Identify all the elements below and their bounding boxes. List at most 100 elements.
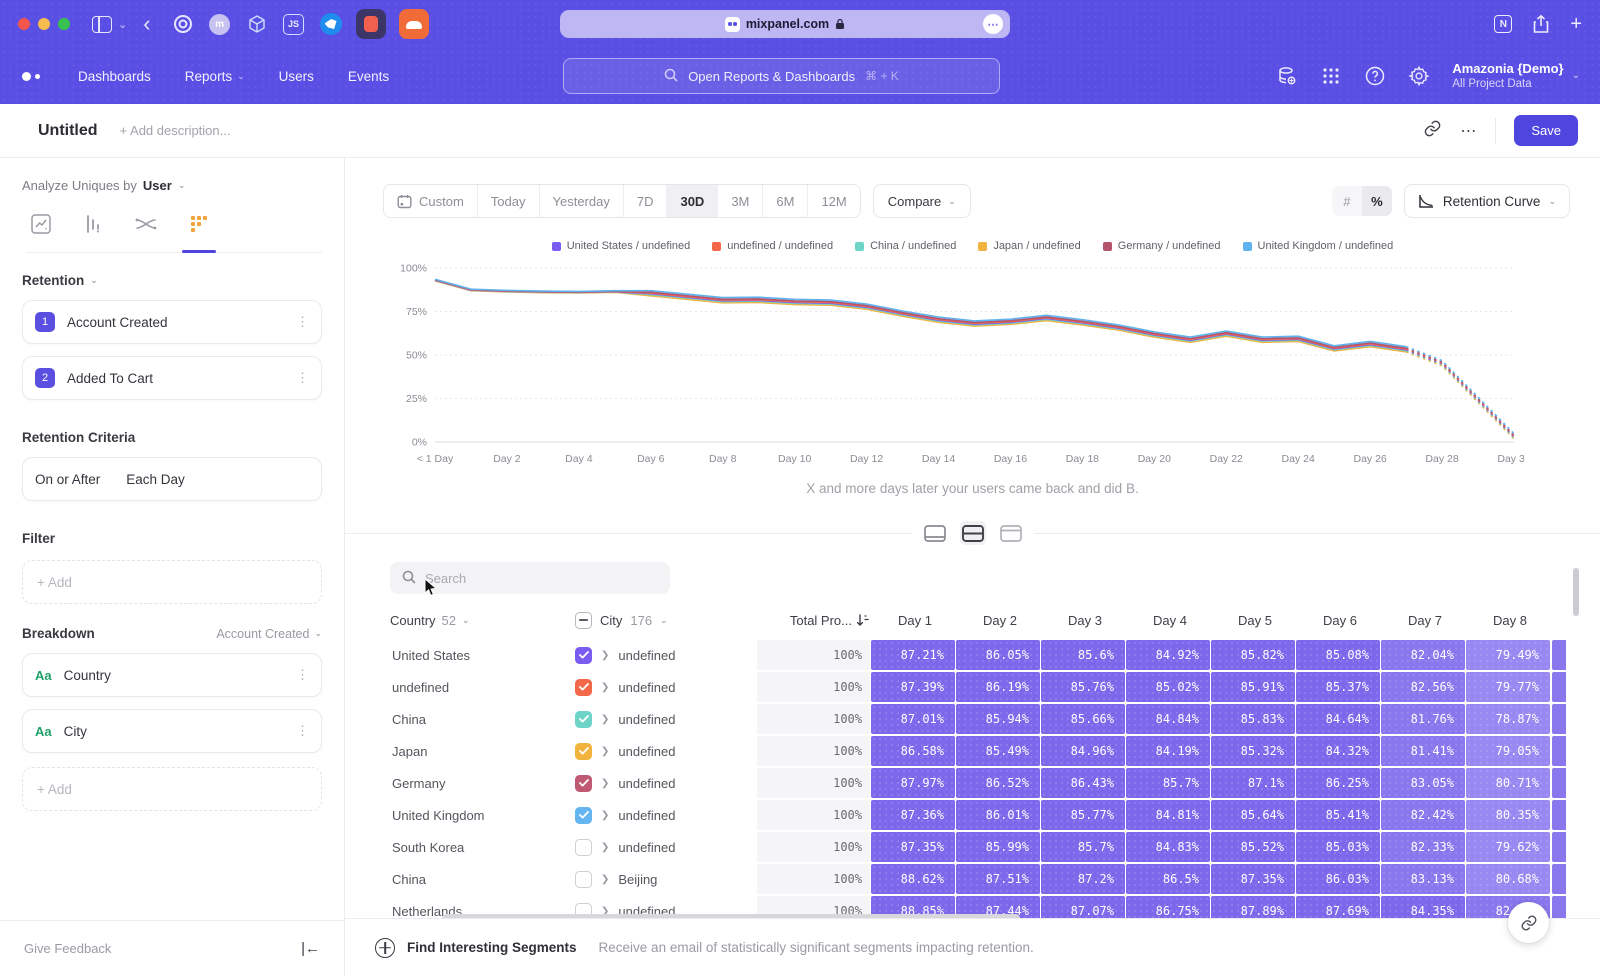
project-switcher[interactable]: Amazonia {Demo} All Project Data ⌄ xyxy=(1452,61,1580,92)
retention-value-cell[interactable]: 84.81% xyxy=(1126,800,1210,830)
retention-value-cell[interactable]: 84.96% xyxy=(1041,736,1125,766)
report-title[interactable]: Untitled xyxy=(38,122,98,140)
kebab-menu-icon[interactable]: ⋮ xyxy=(296,670,309,680)
retention-value-cell[interactable]: 86.52% xyxy=(956,768,1040,798)
retention-value-cell[interactable]: 86.75% xyxy=(1126,896,1210,918)
retention-value-cell[interactable]: 85.64% xyxy=(1211,800,1295,830)
retention-value-cell[interactable]: 85.99% xyxy=(956,832,1040,862)
retention-value-cell[interactable]: 87.1% xyxy=(1211,768,1295,798)
retention-value-cell[interactable]: 84.92% xyxy=(1126,640,1210,670)
retention-step-1[interactable]: 1 Account Created ⋮ xyxy=(22,300,322,344)
save-button[interactable]: Save xyxy=(1514,115,1578,146)
row-checkbox[interactable] xyxy=(575,871,592,888)
retention-value-cell[interactable]: 85.6% xyxy=(1041,640,1125,670)
tab-funnels[interactable] xyxy=(78,207,108,252)
retention-value-cell[interactable]: 86.5% xyxy=(1126,864,1210,894)
retention-value-cell[interactable]: 83.05% xyxy=(1381,768,1465,798)
browser-sidebar-icon[interactable] xyxy=(92,16,112,33)
retention-value-cell[interactable]: 85.03% xyxy=(1296,832,1380,862)
share-icon[interactable] xyxy=(1532,14,1550,34)
analyze-value-dropdown[interactable]: User xyxy=(143,178,172,193)
row-checkbox[interactable] xyxy=(575,679,592,696)
retention-value-cell[interactable]: 85.66% xyxy=(1041,704,1125,734)
retention-value-cell[interactable]: 87.51% xyxy=(956,864,1040,894)
retention-value-cell[interactable]: 79.62% xyxy=(1466,832,1550,862)
retention-value-cell[interactable]: 86.05% xyxy=(956,640,1040,670)
expand-row-icon[interactable]: ❯ xyxy=(601,842,609,853)
legend-item[interactable]: Japan / undefined xyxy=(978,240,1080,252)
day-column-header[interactable]: Day 2 xyxy=(958,613,1042,628)
row-checkbox[interactable] xyxy=(575,775,592,792)
retention-value-cell[interactable]: 87.21% xyxy=(871,640,955,670)
bird-extension-icon[interactable] xyxy=(319,12,343,36)
back-icon[interactable]: ‹ xyxy=(143,13,150,35)
retention-value-cell[interactable]: 85.91% xyxy=(1211,672,1295,702)
retention-value-cell[interactable]: 85.7% xyxy=(1041,832,1125,862)
retention-value-cell[interactable]: 87.07% xyxy=(1041,896,1125,918)
nav-item-events[interactable]: Events xyxy=(348,69,389,84)
retention-value-cell[interactable]: 85.37% xyxy=(1296,672,1380,702)
breakdown-scope-dropdown[interactable]: Account Created ⌄ xyxy=(216,627,322,641)
day-column-header[interactable]: Day 3 xyxy=(1043,613,1127,628)
site-options-icon[interactable]: ⋯ xyxy=(983,14,1003,34)
retention-criteria-card[interactable]: On or After Each Day xyxy=(22,457,322,501)
retention-step-2[interactable]: 2 Added To Cart ⋮ xyxy=(22,356,322,400)
retention-value-cell[interactable]: 80.71% xyxy=(1466,768,1550,798)
give-feedback-link[interactable]: Give Feedback xyxy=(24,941,111,956)
cloud-extension-icon[interactable] xyxy=(399,9,429,39)
legend-item[interactable]: United Kingdom / undefined xyxy=(1243,240,1394,252)
legend-item[interactable]: undefined / undefined xyxy=(712,240,833,252)
kebab-menu-icon[interactable]: ⋮ xyxy=(296,373,309,383)
notion-icon[interactable]: N xyxy=(1494,15,1512,33)
retention-value-cell[interactable]: 85.02% xyxy=(1126,672,1210,702)
retention-value-cell[interactable]: 80.35% xyxy=(1466,800,1550,830)
retention-value-cell[interactable]: 85.32% xyxy=(1211,736,1295,766)
retention-value-cell[interactable]: 87.39% xyxy=(871,672,955,702)
report-description-placeholder[interactable]: + Add description... xyxy=(120,123,231,138)
help-icon[interactable] xyxy=(1364,65,1386,87)
tab-insights[interactable] xyxy=(26,207,56,252)
retention-value-cell[interactable]: 87.2% xyxy=(1041,864,1125,894)
range-3m[interactable]: 3M xyxy=(718,185,763,217)
zoom-window-button[interactable] xyxy=(58,18,70,30)
cube-extension-icon[interactable] xyxy=(245,12,269,36)
day-column-header[interactable]: Day 7 xyxy=(1383,613,1467,628)
nav-item-reports[interactable]: Reports⌄ xyxy=(185,69,245,84)
retention-value-cell[interactable]: 85.94% xyxy=(956,704,1040,734)
retention-value-cell[interactable]: 81.41% xyxy=(1381,736,1465,766)
retention-value-cell[interactable]: 84.19% xyxy=(1126,736,1210,766)
retention-chart[interactable]: 0%25%50%75%100%< 1 DayDay 2Day 4Day 6Day… xyxy=(389,256,1600,475)
row-checkbox[interactable] xyxy=(575,807,592,824)
range-today[interactable]: Today xyxy=(478,185,540,217)
retention-value-cell[interactable]: 79.77% xyxy=(1466,672,1550,702)
copy-link-icon[interactable] xyxy=(1423,119,1442,143)
unit-count[interactable]: # xyxy=(1332,186,1362,216)
retention-value-cell[interactable]: 86.58% xyxy=(871,736,955,766)
settings-gear-icon[interactable] xyxy=(1408,65,1430,87)
retention-value-cell[interactable]: 84.32% xyxy=(1296,736,1380,766)
split-view-icon[interactable] xyxy=(960,521,986,545)
retention-value-cell[interactable]: 85.08% xyxy=(1296,640,1380,670)
retention-value-cell[interactable]: 83.13% xyxy=(1381,864,1465,894)
table-only-view-icon[interactable] xyxy=(998,521,1024,545)
nav-item-users[interactable]: Users xyxy=(279,69,314,84)
ring-extension-icon[interactable] xyxy=(171,12,195,36)
retention-value-cell[interactable]: 87.97% xyxy=(871,768,955,798)
retention-value-cell[interactable]: 87.35% xyxy=(871,832,955,862)
range-7d[interactable]: 7D xyxy=(624,185,668,217)
expand-row-icon[interactable]: ❯ xyxy=(601,682,609,693)
js-extension-icon[interactable]: JS xyxy=(282,12,306,36)
chart-type-dropdown[interactable]: Retention Curve ⌄ xyxy=(1404,184,1570,218)
retention-value-cell[interactable]: 84.84% xyxy=(1126,704,1210,734)
new-tab-icon[interactable]: + xyxy=(1570,13,1582,36)
retention-value-cell[interactable]: 84.35% xyxy=(1381,896,1465,918)
criteria-value-dropdown[interactable]: Each Day xyxy=(126,472,185,487)
city-column-header[interactable]: City 176 ⌄ xyxy=(575,612,757,629)
breakdown-city[interactable]: Aa City ⋮ xyxy=(22,709,322,753)
retention-value-cell[interactable]: 86.25% xyxy=(1296,768,1380,798)
retention-value-cell[interactable]: 85.82% xyxy=(1211,640,1295,670)
retention-value-cell[interactable]: 87.35% xyxy=(1211,864,1295,894)
day-column-header[interactable]: Day 4 xyxy=(1128,613,1212,628)
retention-value-cell[interactable]: 87.89% xyxy=(1211,896,1295,918)
retention-value-cell[interactable]: 85.49% xyxy=(956,736,1040,766)
